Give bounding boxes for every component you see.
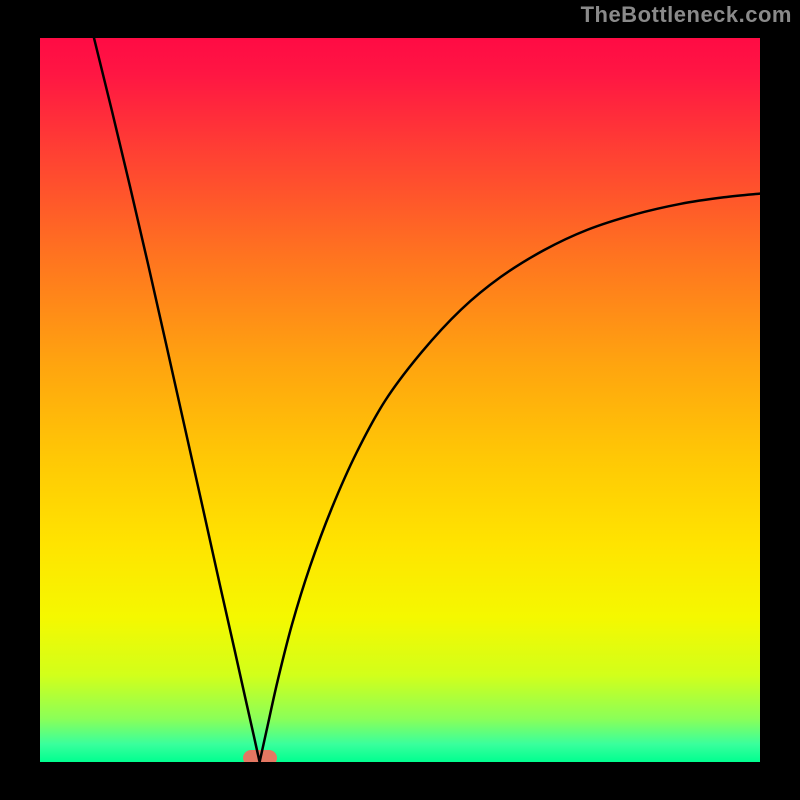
bottleneck-curve <box>40 38 760 762</box>
plot-area <box>40 38 760 762</box>
curve-path <box>94 38 760 762</box>
chart-frame: TheBottleneck.com <box>0 0 800 800</box>
attribution-text: TheBottleneck.com <box>581 2 792 28</box>
